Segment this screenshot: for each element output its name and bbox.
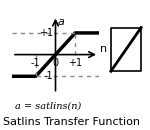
Text: -1: -1 xyxy=(31,58,40,69)
Text: a = satlins(n): a = satlins(n) xyxy=(15,101,81,110)
Text: -1: -1 xyxy=(44,71,53,81)
Text: Satlins Transfer Function: Satlins Transfer Function xyxy=(3,117,140,127)
Text: +1: +1 xyxy=(68,58,82,69)
Text: a: a xyxy=(57,17,64,27)
Text: +1: +1 xyxy=(39,28,53,38)
Text: 0: 0 xyxy=(52,58,59,69)
Text: n: n xyxy=(100,44,107,54)
